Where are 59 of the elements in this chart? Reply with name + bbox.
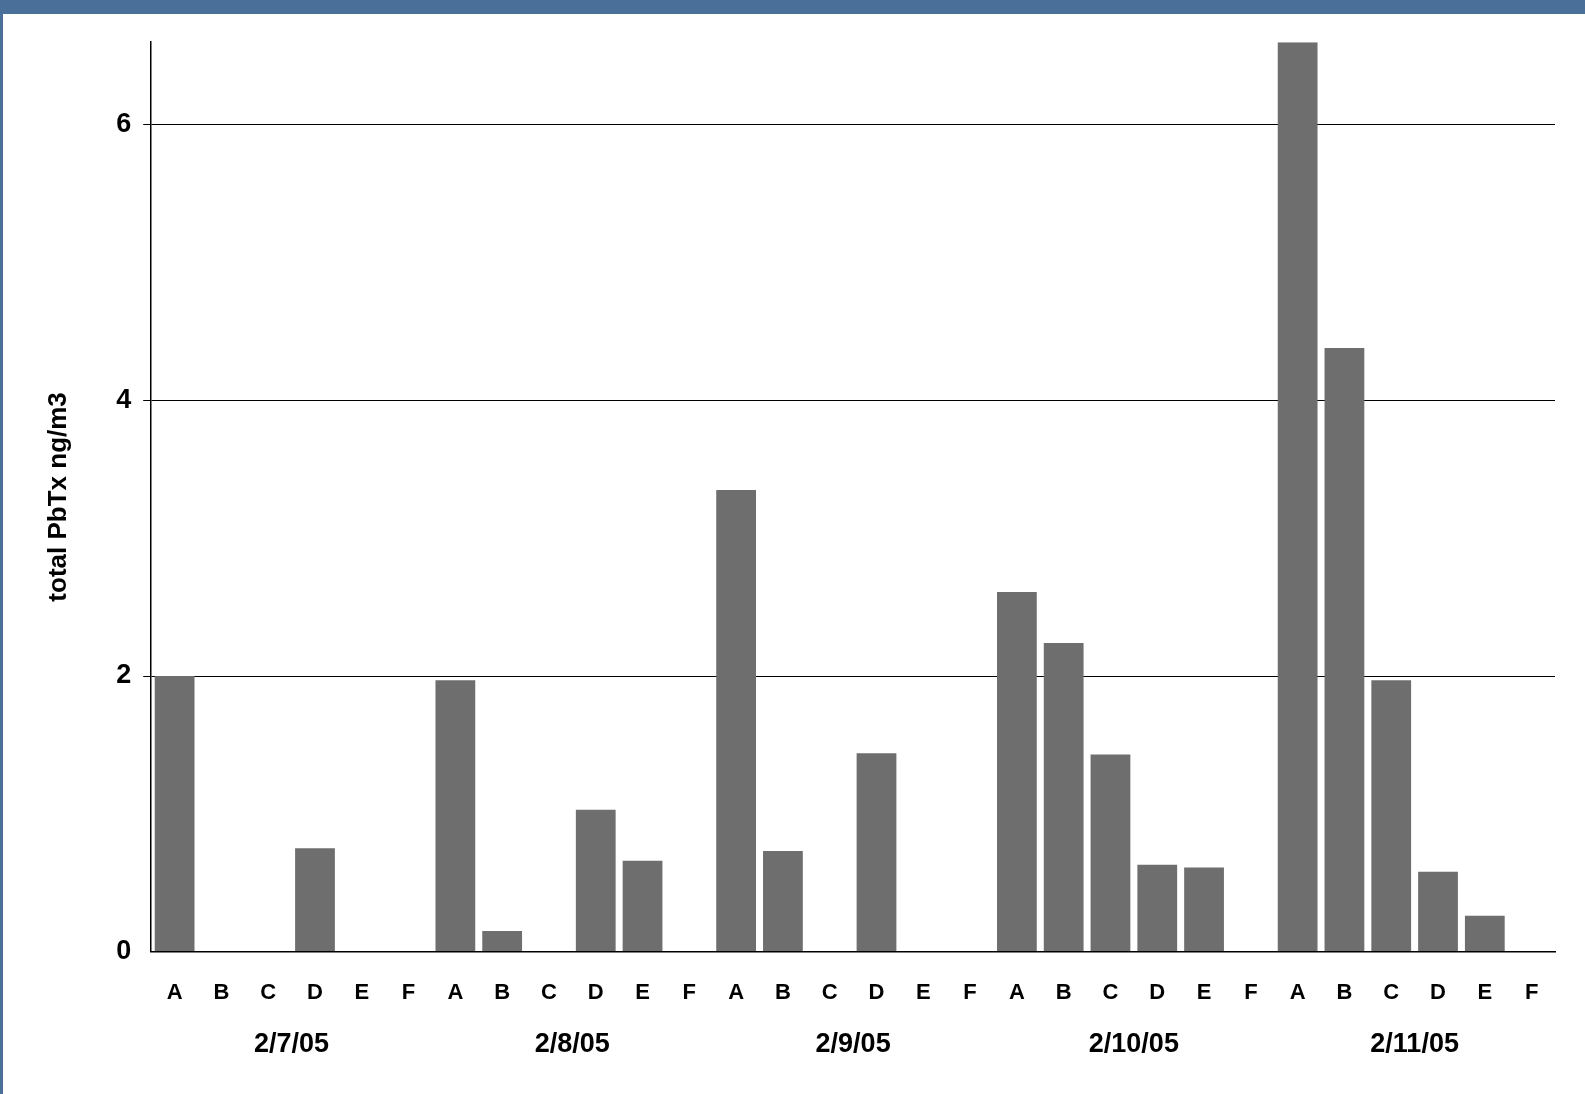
x-tick-label: A <box>728 978 745 1004</box>
bar <box>295 848 335 952</box>
x-tick-label: E <box>1196 978 1212 1004</box>
x-tick-label: A <box>1289 978 1306 1004</box>
x-tick-label: C <box>1102 978 1119 1004</box>
bar <box>1464 915 1505 952</box>
x-tick-label: D <box>1430 978 1446 1004</box>
x-tick-label: F <box>1524 978 1539 1004</box>
x-tick-label: E <box>635 978 650 1004</box>
bar <box>1137 864 1178 952</box>
x-tick-label: B <box>494 978 511 1004</box>
text: 2/9/05 <box>815 1028 891 1059</box>
x-tick-label: D <box>307 978 323 1004</box>
y-tick-label: 0 <box>116 935 132 966</box>
x-tick-label: C <box>1383 978 1400 1004</box>
bar <box>1090 754 1131 952</box>
y-tick-label: 6 <box>116 108 132 139</box>
bar <box>997 591 1037 952</box>
x-tick-label: B <box>774 978 791 1004</box>
y-tick-label: 4 <box>116 383 132 414</box>
x-tick-label: B <box>1055 978 1072 1004</box>
y-axis-title: total PbTx ng/m3 <box>41 392 72 602</box>
x-tick-label: D <box>868 978 885 1004</box>
bar <box>622 860 663 952</box>
text: 2/8/05 <box>534 1028 610 1059</box>
text: 2/10/05 <box>1088 1028 1179 1059</box>
bar <box>482 930 523 952</box>
text: 2/7/05 <box>254 1028 330 1059</box>
bar <box>856 753 897 952</box>
x-tick-label: C <box>821 978 838 1004</box>
bar <box>154 676 195 952</box>
bar <box>1324 348 1365 952</box>
x-tick-label: E <box>1477 978 1493 1004</box>
x-tick-label: A <box>447 978 464 1004</box>
bar <box>716 490 757 952</box>
bar <box>1184 867 1224 952</box>
text: 2/11/05 <box>1370 1028 1459 1059</box>
x-tick-label: A <box>166 978 183 1004</box>
x-tick-label: F <box>963 978 977 1004</box>
x-tick-label: F <box>682 978 697 1004</box>
bar <box>1043 642 1084 952</box>
bar <box>1371 680 1412 952</box>
x-tick-label: D <box>587 978 604 1004</box>
bar <box>1277 42 1318 952</box>
x-tick-label: F <box>401 978 416 1004</box>
x-tick-label: B <box>213 978 230 1004</box>
bar <box>575 809 616 952</box>
x-tick-label: B <box>1336 978 1353 1004</box>
x-tick-label: A <box>1008 978 1025 1004</box>
x-tick-label: E <box>354 978 370 1004</box>
x-tick-label: D <box>1149 978 1166 1004</box>
bar <box>763 851 803 952</box>
y-tick-label: 2 <box>116 659 132 690</box>
bar <box>1418 871 1458 952</box>
x-tick-label: E <box>915 978 931 1004</box>
x-tick-label: F <box>1244 978 1258 1004</box>
x-tick-label: C <box>541 978 558 1004</box>
x-tick-label: C <box>260 978 277 1004</box>
bar <box>435 680 476 952</box>
